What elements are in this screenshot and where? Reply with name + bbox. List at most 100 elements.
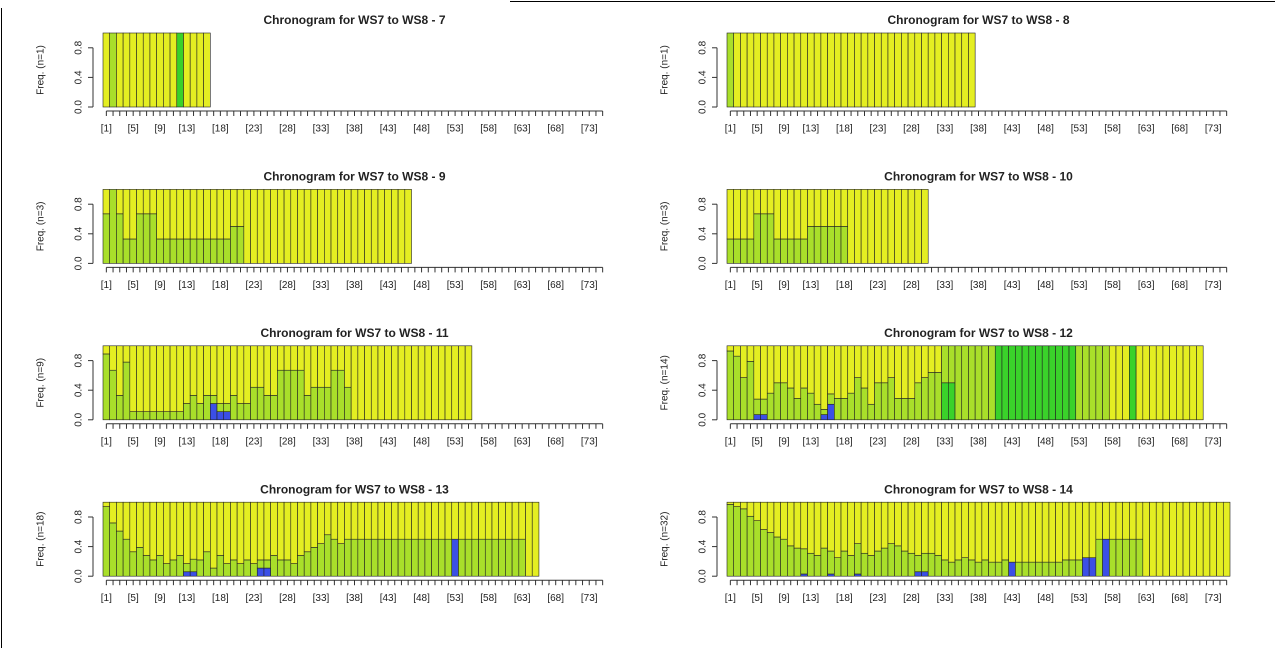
bar-segment xyxy=(330,345,339,371)
bar-segment xyxy=(746,361,755,421)
bar-segment xyxy=(934,345,942,373)
bar-segment xyxy=(766,532,775,577)
y-tick-label: 0.4 xyxy=(74,383,85,397)
bar-segment xyxy=(156,411,164,421)
x-tick-label: [43] xyxy=(1004,593,1021,604)
x-tick-label: [5] xyxy=(752,436,763,447)
bar-segment xyxy=(344,538,352,577)
bar-segment xyxy=(163,563,171,577)
bar-segment xyxy=(297,345,305,371)
bar-segment xyxy=(236,345,245,404)
bar-segment xyxy=(250,386,258,421)
bar-segment xyxy=(243,345,251,404)
x-tick-label: [28] xyxy=(903,593,920,604)
x-tick-label: [1] xyxy=(725,593,736,604)
x-tick-label: [33] xyxy=(313,436,330,447)
bar-segment xyxy=(827,403,835,421)
bar-segment xyxy=(438,538,446,577)
bar-segment xyxy=(793,189,802,240)
bar-segment xyxy=(840,345,849,399)
bar-segment xyxy=(1082,501,1090,559)
bar-segment xyxy=(411,345,419,421)
x-tick-label: [18] xyxy=(212,436,229,447)
bar-segment xyxy=(270,395,278,421)
bar-segment xyxy=(887,501,895,544)
bar-segment xyxy=(344,345,352,388)
bar-segment xyxy=(256,567,265,577)
bar-segment xyxy=(994,561,1003,577)
bar-segment xyxy=(451,538,459,577)
x-tick-label: [48] xyxy=(413,280,430,291)
x-tick-label: [9] xyxy=(154,124,165,135)
bar-segment xyxy=(941,501,949,561)
x-tick-label: [18] xyxy=(836,124,853,135)
x-tick-label: [63] xyxy=(1138,124,1155,135)
bar-segment xyxy=(236,189,245,227)
y-tick-label: 0.4 xyxy=(698,383,709,397)
x-tick-label: [68] xyxy=(547,280,564,291)
bar-segment xyxy=(397,345,406,421)
bar-segment xyxy=(297,369,305,421)
bar-segment xyxy=(142,345,151,412)
y-axis-label: Freq. (n=1) xyxy=(660,45,671,95)
bar-segment xyxy=(880,32,889,108)
x-tick-label: [73] xyxy=(1205,124,1222,135)
bar-segment xyxy=(860,501,869,554)
bar-segment xyxy=(901,189,909,264)
x-tick-label: [68] xyxy=(1171,280,1188,291)
bar-segment xyxy=(357,538,365,577)
bar-segment xyxy=(800,32,808,108)
y-tick-label: 0.8 xyxy=(74,197,85,211)
bar-segment xyxy=(109,32,117,108)
bar-segment xyxy=(129,501,137,553)
bar-segment xyxy=(740,32,748,108)
x-tick-label: [53] xyxy=(1071,436,1088,447)
bar-segment xyxy=(927,552,936,577)
y-tick-label: 0.0 xyxy=(698,412,709,426)
bar-segment xyxy=(451,501,459,540)
y-tick-label: 0.4 xyxy=(74,70,85,84)
bar-segment xyxy=(1182,345,1191,421)
x-tick-label: [38] xyxy=(346,436,363,447)
y-tick-label: 0.4 xyxy=(698,226,709,240)
bar-segment xyxy=(256,559,265,569)
bar-segment xyxy=(914,345,922,384)
x-tick-label: [48] xyxy=(1037,124,1054,135)
x-tick-label: [63] xyxy=(514,280,531,291)
x-tick-label: [53] xyxy=(447,124,464,135)
bar-segment xyxy=(907,32,916,108)
bar-segment xyxy=(350,538,359,577)
x-tick-label: [13] xyxy=(178,436,195,447)
bar-segment xyxy=(793,398,802,421)
bar-segment xyxy=(1135,345,1144,421)
bar-segment xyxy=(760,529,768,577)
x-tick-label: [38] xyxy=(346,124,363,135)
bar-segment xyxy=(149,501,157,561)
bar-segment xyxy=(189,571,198,577)
bar-segment xyxy=(854,543,862,575)
bar-segment xyxy=(760,189,768,215)
x-tick-label: [18] xyxy=(836,436,853,447)
bar-segment xyxy=(840,226,849,264)
bar-segment xyxy=(189,501,198,560)
bar-segment xyxy=(357,345,365,421)
bar-segment xyxy=(458,345,466,421)
bar-segment xyxy=(766,345,775,394)
x-tick-label: [38] xyxy=(346,593,363,604)
bar-segment xyxy=(384,501,392,540)
bar-segment xyxy=(223,189,231,240)
bar-segment xyxy=(813,403,822,421)
bar-segment xyxy=(310,547,318,577)
bar-segment xyxy=(397,538,406,577)
x-tick-label: [33] xyxy=(937,593,954,604)
bar-segment xyxy=(820,409,828,415)
bar-segment xyxy=(424,501,432,540)
x-tick-label: [63] xyxy=(1138,593,1155,604)
bar-segment xyxy=(827,345,835,395)
bar-segment xyxy=(726,189,735,240)
bar-segment xyxy=(1041,561,1050,577)
bar-segment xyxy=(189,189,198,240)
bar-segment xyxy=(491,501,499,540)
bar-segment xyxy=(183,345,191,404)
bar-segment xyxy=(880,382,889,421)
